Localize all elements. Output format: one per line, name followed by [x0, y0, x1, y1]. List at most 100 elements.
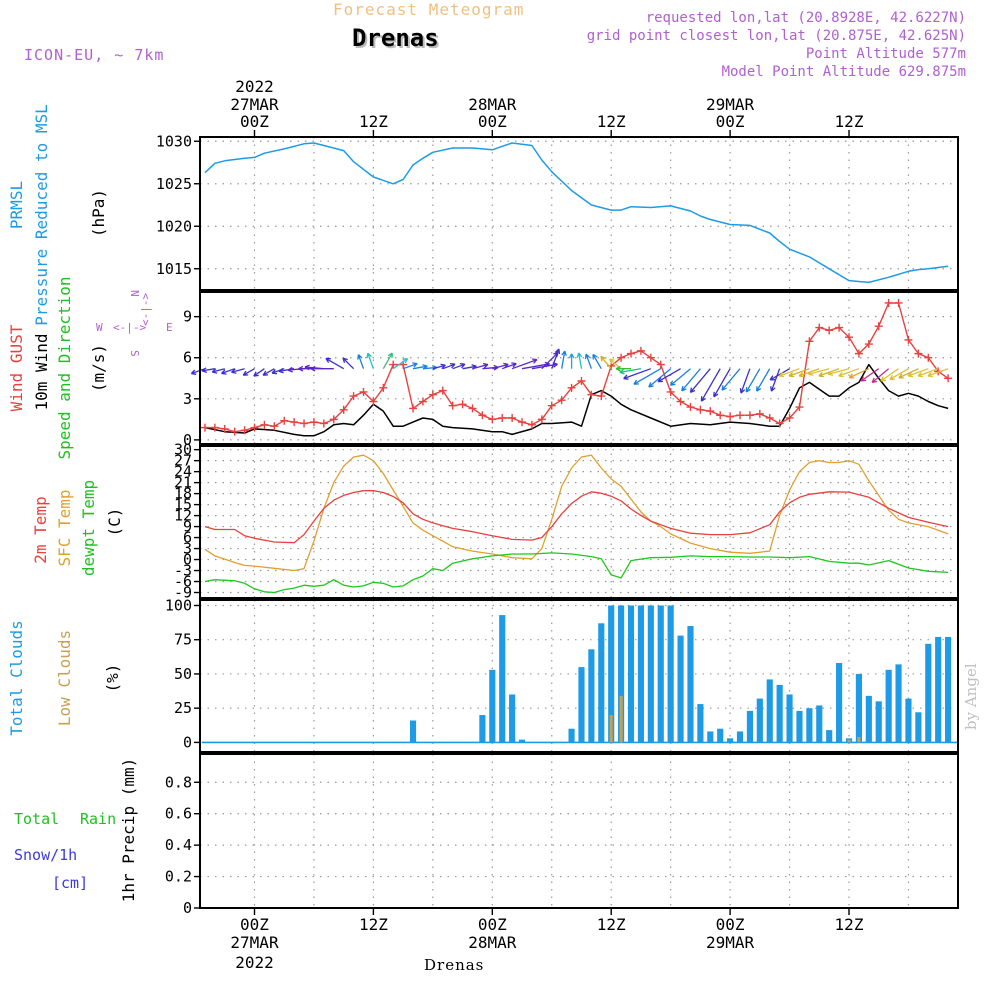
gust-marker: [686, 403, 695, 412]
gust-marker: [478, 411, 487, 420]
y-tick-label: 25: [174, 699, 192, 717]
gust-marker: [835, 323, 844, 332]
wind-label-3: Speed and Direction: [55, 276, 74, 459]
y-tick-label: 1020: [156, 217, 192, 235]
total-cloud-bar: [727, 738, 734, 743]
gust-marker: [775, 419, 784, 428]
y-tick-label: 0.2: [165, 868, 192, 886]
wind-direction-arrow: [242, 368, 255, 376]
wind-direction-arrow: [501, 362, 517, 370]
total-cloud-bar: [618, 605, 625, 743]
wind-direction-arrow: [576, 352, 583, 369]
watermark: by Angel: [962, 663, 980, 730]
total-cloud-bar: [489, 669, 496, 743]
total-cloud-bar: [796, 710, 803, 743]
wind-direction-arrow: [827, 368, 850, 376]
wind-direction-arrow: [551, 348, 561, 369]
bottom-time-label: 00Z: [240, 915, 269, 934]
top-time-label: 00Z: [240, 112, 269, 131]
gust-marker: [785, 413, 794, 422]
gust-marker: [894, 298, 903, 307]
location-title: Drenas: [352, 24, 439, 52]
total-cloud-bar: [657, 605, 664, 743]
pressure-unit: (hPa): [89, 189, 108, 237]
product-title: Forecast Meteogram: [333, 0, 525, 19]
gust-marker: [290, 418, 299, 427]
y-tick-label: 50: [174, 665, 192, 683]
total-cloud-bar: [409, 720, 417, 743]
gust-marker: [557, 396, 566, 405]
y-tick-label: 15: [174, 496, 192, 514]
gust-marker: [280, 416, 289, 425]
wind-direction-arrow: [871, 368, 890, 384]
gust-marker: [518, 418, 527, 427]
gust-marker: [845, 333, 854, 342]
gust-marker: [309, 418, 318, 427]
top-time-label: 12Z: [359, 112, 388, 131]
y-tick-label: 0: [183, 899, 192, 917]
y-tick-label: 1015: [156, 260, 192, 278]
gust-marker: [428, 390, 437, 399]
wind-direction-arrow: [807, 368, 830, 376]
gust-marker: [636, 346, 645, 355]
wind-direction-arrow: [669, 368, 691, 387]
total-cloud-bar: [598, 623, 605, 743]
wind-direction-arrow: [818, 368, 840, 378]
model-altitude-label: Model Point Altitude 629.875m: [721, 64, 966, 80]
gust-marker: [270, 422, 279, 431]
gust-marker: [220, 424, 229, 433]
wind-direction-arrow: [838, 368, 860, 378]
wind-direction-arrow: [633, 368, 662, 385]
bottom-time-label: 12Z: [597, 915, 626, 934]
total-cloud-bar: [707, 731, 714, 743]
wind-direction-arrow: [907, 368, 929, 378]
gust-marker: [726, 412, 735, 421]
total-cloud-bar: [578, 667, 585, 743]
wind-direction-arrow: [221, 368, 235, 375]
gust-marker: [706, 407, 715, 416]
y-tick-label: 0.4: [165, 836, 192, 854]
gust-marker: [339, 405, 348, 414]
total-cloud-bar: [697, 704, 704, 743]
gust-marker: [914, 349, 923, 358]
y-tick-label: 75: [174, 631, 192, 649]
total-cloud-bar: [826, 730, 833, 743]
grid-point-label: grid point closest lon,lat (20.875E, 42.…: [586, 28, 966, 44]
gust-marker: [418, 397, 427, 406]
gust-marker: [537, 415, 546, 424]
gust-marker: [577, 377, 586, 386]
temp-2m-line: [204, 490, 949, 544]
top-time-label: 00Z: [716, 112, 745, 131]
gust-marker: [438, 386, 447, 395]
total-cloud-bar: [895, 664, 902, 743]
gust-marker: [854, 349, 863, 358]
gust-marker: [389, 360, 398, 369]
gust-marker: [300, 419, 309, 428]
pressure-label-1: PRMSL: [7, 181, 26, 229]
wind-direction-arrow: [432, 363, 446, 370]
y-tick-label: 6: [183, 349, 192, 367]
gust-marker: [349, 392, 358, 401]
y-tick-label: 27: [174, 452, 192, 470]
y-tick-label: -3: [174, 562, 192, 580]
total-cloud-bar: [717, 728, 724, 743]
gust-marker: [755, 409, 764, 418]
wind-unit: (m/s): [89, 344, 108, 392]
gust-marker: [409, 404, 418, 413]
panel-frame-pressure: [199, 136, 959, 291]
y-tick-label: 0: [183, 551, 192, 569]
panel-frame-precip: [199, 753, 959, 909]
total-cloud-bar: [499, 615, 506, 743]
y-tick-label: 18: [174, 485, 192, 503]
compass-e: E: [166, 321, 173, 334]
total-cloud-bar: [736, 731, 744, 743]
wind-direction-arrow: [619, 368, 642, 375]
wind-direction-arrow: [860, 368, 880, 382]
y-tick-label: 1030: [156, 132, 192, 150]
clouds-unit: (%): [103, 664, 122, 693]
y-tick-label: 24: [174, 463, 192, 481]
bottom-date-label: 29MAR: [706, 933, 755, 952]
temp-label-3: dewpt Temp: [79, 480, 98, 576]
point-altitude-label: Point Altitude 577m: [805, 46, 966, 62]
gust-marker: [567, 383, 576, 392]
